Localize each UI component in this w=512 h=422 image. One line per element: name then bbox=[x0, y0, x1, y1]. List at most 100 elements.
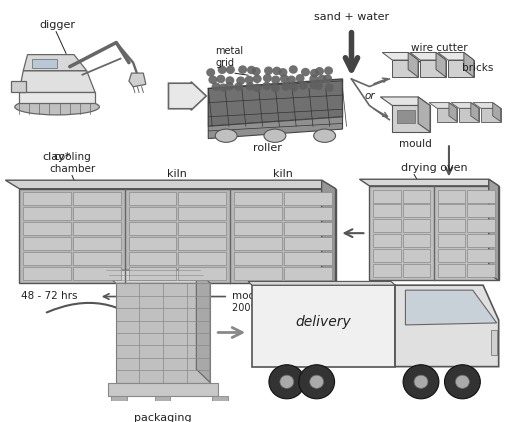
FancyBboxPatch shape bbox=[234, 237, 282, 250]
Polygon shape bbox=[473, 103, 501, 108]
Text: 870°C - 1300°C: 870°C - 1300°C bbox=[130, 303, 205, 313]
FancyBboxPatch shape bbox=[467, 234, 495, 247]
Circle shape bbox=[226, 65, 235, 74]
Circle shape bbox=[309, 81, 318, 89]
Circle shape bbox=[264, 66, 273, 75]
Ellipse shape bbox=[314, 129, 335, 142]
Polygon shape bbox=[380, 97, 430, 106]
Circle shape bbox=[236, 76, 245, 85]
Polygon shape bbox=[168, 82, 206, 110]
Circle shape bbox=[317, 75, 327, 83]
FancyBboxPatch shape bbox=[373, 205, 401, 217]
Circle shape bbox=[238, 65, 247, 74]
Polygon shape bbox=[19, 189, 335, 283]
Circle shape bbox=[246, 82, 254, 91]
FancyBboxPatch shape bbox=[234, 222, 282, 235]
Polygon shape bbox=[438, 52, 474, 60]
Text: 48 - 72 hrs: 48 - 72 hrs bbox=[22, 291, 78, 301]
FancyBboxPatch shape bbox=[373, 189, 401, 203]
Polygon shape bbox=[489, 179, 499, 281]
FancyBboxPatch shape bbox=[403, 249, 430, 262]
Text: cooling
chamber: cooling chamber bbox=[49, 152, 95, 173]
Polygon shape bbox=[19, 92, 95, 103]
FancyBboxPatch shape bbox=[129, 192, 177, 206]
FancyBboxPatch shape bbox=[234, 267, 282, 279]
Circle shape bbox=[325, 83, 334, 92]
Polygon shape bbox=[392, 60, 418, 77]
Polygon shape bbox=[359, 179, 499, 186]
Text: 200°C - 980°C: 200°C - 980°C bbox=[232, 303, 302, 313]
Circle shape bbox=[444, 365, 480, 399]
FancyBboxPatch shape bbox=[73, 237, 121, 250]
Polygon shape bbox=[436, 52, 446, 77]
FancyBboxPatch shape bbox=[73, 207, 121, 220]
FancyBboxPatch shape bbox=[284, 192, 332, 206]
Circle shape bbox=[206, 68, 215, 77]
FancyBboxPatch shape bbox=[234, 207, 282, 220]
Text: delivery: delivery bbox=[295, 315, 351, 329]
Polygon shape bbox=[19, 70, 95, 92]
FancyBboxPatch shape bbox=[178, 237, 226, 250]
FancyBboxPatch shape bbox=[73, 252, 121, 265]
FancyBboxPatch shape bbox=[284, 207, 332, 220]
Text: moderate: moderate bbox=[232, 291, 283, 301]
Circle shape bbox=[225, 76, 234, 85]
FancyBboxPatch shape bbox=[403, 205, 430, 217]
Circle shape bbox=[245, 76, 253, 84]
FancyBboxPatch shape bbox=[129, 207, 177, 220]
FancyBboxPatch shape bbox=[438, 264, 465, 277]
FancyBboxPatch shape bbox=[284, 252, 332, 265]
Circle shape bbox=[289, 65, 298, 74]
Polygon shape bbox=[481, 108, 501, 122]
Text: sand + water: sand + water bbox=[314, 12, 389, 22]
Polygon shape bbox=[208, 79, 343, 126]
FancyBboxPatch shape bbox=[129, 222, 177, 235]
Circle shape bbox=[247, 66, 256, 74]
FancyBboxPatch shape bbox=[438, 205, 465, 217]
Circle shape bbox=[263, 74, 272, 82]
FancyBboxPatch shape bbox=[73, 222, 121, 235]
FancyBboxPatch shape bbox=[108, 383, 218, 396]
Circle shape bbox=[252, 67, 261, 76]
FancyBboxPatch shape bbox=[438, 189, 465, 203]
FancyBboxPatch shape bbox=[373, 219, 401, 232]
Circle shape bbox=[414, 375, 428, 388]
Circle shape bbox=[456, 375, 470, 388]
Circle shape bbox=[287, 76, 296, 84]
Polygon shape bbox=[471, 103, 479, 122]
FancyBboxPatch shape bbox=[438, 234, 465, 247]
Circle shape bbox=[271, 84, 280, 92]
Polygon shape bbox=[418, 97, 430, 132]
Circle shape bbox=[271, 76, 280, 84]
Polygon shape bbox=[369, 186, 499, 281]
Polygon shape bbox=[5, 180, 335, 189]
Circle shape bbox=[310, 375, 324, 388]
Polygon shape bbox=[459, 108, 479, 122]
Polygon shape bbox=[129, 73, 146, 87]
Polygon shape bbox=[248, 281, 395, 285]
FancyBboxPatch shape bbox=[467, 189, 495, 203]
Circle shape bbox=[281, 82, 290, 91]
Circle shape bbox=[324, 66, 333, 75]
FancyBboxPatch shape bbox=[373, 234, 401, 247]
Polygon shape bbox=[410, 52, 446, 60]
Circle shape bbox=[234, 82, 243, 91]
Text: roller: roller bbox=[253, 143, 283, 153]
Polygon shape bbox=[406, 290, 497, 325]
FancyBboxPatch shape bbox=[467, 219, 495, 232]
Circle shape bbox=[269, 365, 305, 399]
Circle shape bbox=[225, 82, 234, 91]
FancyBboxPatch shape bbox=[490, 330, 497, 355]
Polygon shape bbox=[408, 52, 418, 77]
FancyBboxPatch shape bbox=[178, 252, 226, 265]
FancyBboxPatch shape bbox=[403, 234, 430, 247]
FancyBboxPatch shape bbox=[23, 192, 71, 206]
Text: high: high bbox=[130, 291, 153, 301]
FancyBboxPatch shape bbox=[438, 219, 465, 232]
Polygon shape bbox=[448, 60, 474, 77]
Text: clay*: clay* bbox=[42, 152, 70, 162]
FancyBboxPatch shape bbox=[129, 252, 177, 265]
Text: mould: mould bbox=[399, 138, 432, 149]
Circle shape bbox=[219, 84, 228, 92]
FancyBboxPatch shape bbox=[23, 237, 71, 250]
